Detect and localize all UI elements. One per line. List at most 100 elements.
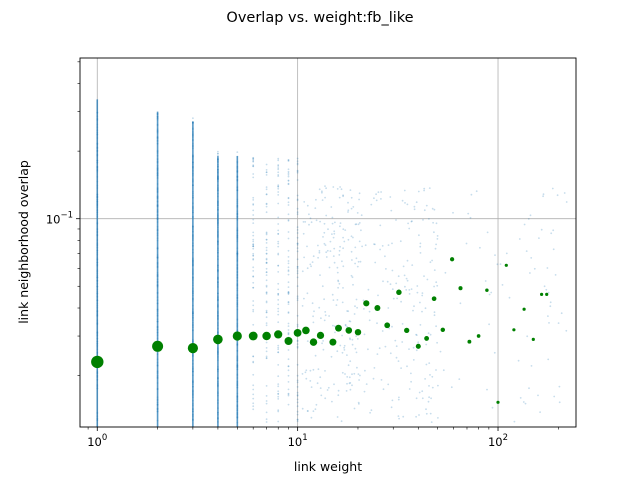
raw-point bbox=[354, 347, 357, 350]
raw-point bbox=[347, 211, 349, 213]
raw-point bbox=[322, 348, 325, 351]
raw-point bbox=[349, 189, 352, 192]
raw-point bbox=[287, 394, 290, 397]
raw-point bbox=[384, 345, 387, 348]
raw-point bbox=[287, 292, 290, 295]
raw-point bbox=[356, 265, 359, 268]
raw-point bbox=[277, 271, 280, 273]
raw-point bbox=[316, 382, 319, 385]
raw-point bbox=[403, 189, 406, 192]
raw-point bbox=[356, 212, 359, 214]
raw-point bbox=[339, 222, 342, 225]
raw-point bbox=[252, 286, 255, 289]
mean-overlap-point bbox=[415, 343, 421, 349]
raw-point bbox=[265, 322, 268, 324]
raw-point bbox=[338, 254, 341, 256]
raw-point bbox=[333, 325, 336, 328]
raw-point bbox=[308, 213, 310, 216]
raw-point bbox=[335, 304, 338, 306]
raw-point bbox=[301, 305, 304, 307]
raw-point bbox=[287, 325, 290, 327]
raw-point bbox=[296, 242, 299, 245]
raw-point bbox=[415, 333, 417, 336]
raw-point bbox=[277, 184, 280, 187]
raw-point bbox=[357, 401, 360, 404]
raw-point bbox=[354, 262, 356, 265]
raw-point bbox=[349, 382, 352, 384]
raw-point bbox=[350, 207, 353, 210]
raw-point bbox=[419, 301, 421, 304]
raw-point bbox=[415, 349, 418, 352]
raw-point bbox=[351, 343, 354, 346]
x-axis-label: link weight bbox=[294, 459, 362, 474]
raw-point bbox=[296, 270, 299, 272]
raw-point bbox=[252, 165, 255, 168]
raw-point bbox=[265, 285, 268, 288]
raw-point bbox=[399, 240, 402, 243]
raw-point bbox=[296, 198, 299, 201]
raw-point bbox=[252, 160, 255, 163]
raw-point bbox=[265, 257, 268, 260]
raw-point bbox=[413, 205, 416, 208]
raw-point bbox=[380, 198, 382, 200]
raw-point bbox=[301, 407, 304, 410]
raw-point bbox=[418, 391, 421, 394]
raw-point bbox=[358, 403, 360, 405]
mean-overlap-point bbox=[248, 331, 258, 341]
raw-point bbox=[435, 243, 437, 246]
raw-point bbox=[352, 206, 355, 208]
raw-point bbox=[265, 261, 268, 264]
raw-point bbox=[328, 315, 330, 317]
raw-point bbox=[342, 265, 345, 268]
raw-point bbox=[265, 421, 268, 423]
raw-point bbox=[425, 412, 428, 415]
raw-point bbox=[355, 223, 358, 226]
raw-point bbox=[526, 335, 529, 338]
raw-point bbox=[565, 329, 568, 332]
raw-point bbox=[524, 402, 527, 405]
mean-overlap-point bbox=[404, 327, 410, 334]
raw-point bbox=[296, 363, 299, 366]
raw-point bbox=[296, 170, 299, 173]
raw-point bbox=[305, 377, 308, 380]
raw-point bbox=[493, 351, 496, 354]
raw-point bbox=[324, 397, 327, 400]
raw-point bbox=[406, 203, 409, 206]
raw-point bbox=[277, 185, 280, 188]
raw-point bbox=[331, 233, 333, 236]
raw-point bbox=[398, 396, 400, 399]
raw-point bbox=[530, 365, 533, 367]
raw-point bbox=[408, 348, 410, 350]
raw-point bbox=[374, 261, 377, 264]
raw-point bbox=[265, 311, 268, 314]
raw-point bbox=[296, 267, 299, 270]
raw-point bbox=[563, 192, 566, 194]
raw-point bbox=[379, 248, 381, 251]
raw-point bbox=[287, 286, 290, 288]
raw-point bbox=[277, 282, 280, 285]
raw-point bbox=[347, 238, 350, 241]
raw-point bbox=[424, 307, 427, 310]
raw-point bbox=[296, 386, 299, 388]
raw-point bbox=[387, 307, 390, 309]
raw-point bbox=[378, 347, 381, 350]
raw-point bbox=[296, 295, 299, 298]
raw-point bbox=[349, 337, 351, 340]
raw-point bbox=[252, 247, 255, 250]
mean-overlap-point bbox=[274, 330, 283, 339]
raw-point bbox=[565, 201, 568, 203]
raw-point bbox=[287, 369, 290, 372]
raw-point bbox=[287, 183, 290, 186]
raw-point bbox=[379, 224, 382, 227]
raw-point bbox=[549, 305, 552, 308]
raw-point bbox=[306, 245, 308, 248]
raw-point bbox=[439, 350, 442, 353]
raw-point bbox=[265, 171, 268, 174]
raw-point bbox=[252, 238, 255, 241]
raw-point bbox=[265, 279, 268, 282]
raw-point bbox=[348, 320, 351, 322]
raw-point bbox=[314, 207, 317, 210]
raw-point bbox=[351, 373, 353, 376]
raw-point bbox=[333, 232, 336, 235]
